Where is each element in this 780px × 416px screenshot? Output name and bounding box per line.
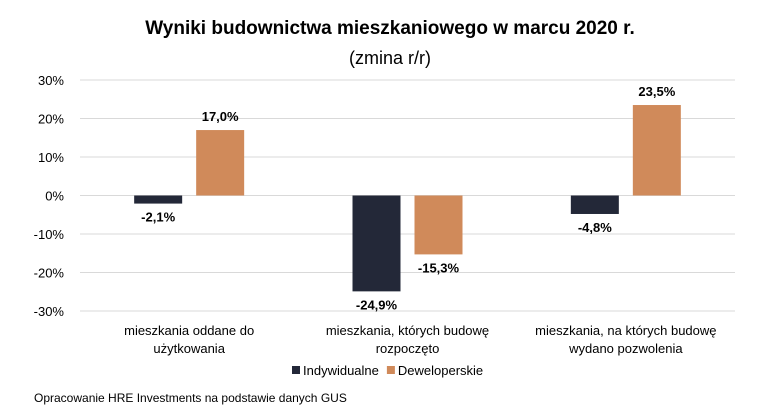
data-label: 23,5% bbox=[638, 84, 675, 99]
category-label: rozpoczęto bbox=[376, 341, 440, 356]
y-tick-label: -20% bbox=[34, 266, 65, 281]
legend-label-indywidualne: Indywidualne bbox=[303, 363, 379, 378]
legend-swatch-deweloperskie bbox=[386, 366, 395, 374]
bar-deweloperskie-0 bbox=[196, 130, 245, 196]
y-tick-label: 0% bbox=[45, 189, 64, 204]
y-tick-label: 30% bbox=[38, 73, 64, 88]
category-label: mieszkania, na których budowę bbox=[535, 323, 716, 338]
bar-indywidualne-0 bbox=[134, 195, 183, 204]
category-label: mieszkania, których budowę bbox=[326, 323, 489, 338]
y-tick-label: 20% bbox=[38, 112, 64, 127]
data-label: -4,8% bbox=[578, 220, 612, 235]
category-label: wydano pozwolenia bbox=[568, 341, 683, 356]
footnote: Opracowanie HRE Investments na podstawie… bbox=[34, 391, 347, 405]
legend-label-deweloperskie: Deweloperskie bbox=[398, 363, 483, 378]
data-label: -24,9% bbox=[356, 297, 398, 312]
data-label: -2,1% bbox=[141, 210, 175, 225]
y-tick-label: -30% bbox=[34, 304, 65, 319]
category-label: mieszkania oddane do bbox=[124, 323, 254, 338]
data-label: -15,3% bbox=[418, 260, 460, 275]
chart-subtitle: (zmina r/r) bbox=[349, 48, 431, 68]
bar-deweloperskie-2 bbox=[632, 105, 681, 196]
chart-title: Wyniki budownictwa mieszkaniowego w marc… bbox=[145, 18, 635, 39]
bar-deweloperskie-1 bbox=[414, 195, 463, 255]
legend-swatch-indywidualne bbox=[292, 366, 300, 374]
bar-indywidualne-1 bbox=[352, 195, 401, 292]
data-label: 17,0% bbox=[202, 109, 239, 124]
category-label: użytkowania bbox=[153, 341, 225, 356]
bar-indywidualne-2 bbox=[570, 195, 619, 214]
y-tick-label: -10% bbox=[34, 227, 65, 242]
y-tick-label: 10% bbox=[38, 150, 64, 165]
